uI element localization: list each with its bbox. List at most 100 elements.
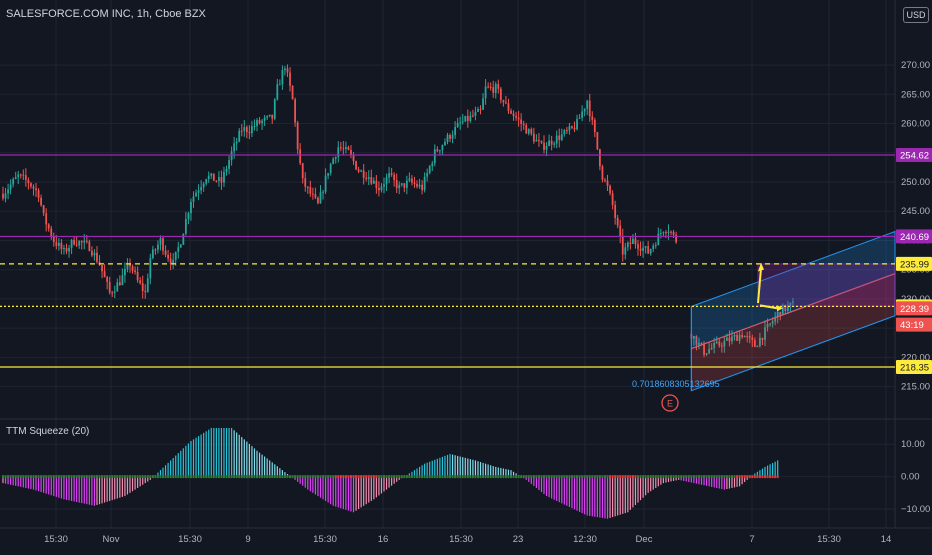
candle bbox=[472, 109, 474, 118]
squeeze-dot bbox=[177, 475, 180, 479]
candle bbox=[474, 106, 477, 121]
candle bbox=[60, 239, 63, 255]
candle bbox=[398, 181, 401, 195]
candle bbox=[459, 116, 462, 130]
squeeze-dot bbox=[215, 475, 218, 479]
squeeze-dot bbox=[543, 475, 546, 479]
squeeze-dot bbox=[769, 475, 772, 479]
squeeze-dot bbox=[398, 475, 401, 479]
squeeze-dot bbox=[144, 475, 147, 479]
candle bbox=[532, 127, 535, 144]
squeeze-dot bbox=[761, 475, 764, 479]
candle-body bbox=[433, 149, 436, 164]
squeeze-dot bbox=[352, 475, 355, 479]
candle bbox=[372, 177, 375, 184]
price-badge: 218.35 bbox=[896, 360, 932, 375]
candle-body bbox=[306, 186, 309, 188]
squeeze-dot bbox=[169, 475, 172, 479]
candle bbox=[139, 277, 142, 285]
candle bbox=[469, 111, 472, 123]
candle bbox=[73, 236, 76, 246]
event-marker-label: E bbox=[667, 399, 673, 409]
candle-body bbox=[494, 84, 497, 93]
squeeze-dot bbox=[507, 475, 510, 479]
candle bbox=[723, 335, 726, 353]
squeeze-dot bbox=[167, 475, 170, 479]
candle bbox=[370, 169, 373, 186]
price-badge-bg bbox=[896, 229, 932, 244]
candle bbox=[718, 338, 721, 348]
candle bbox=[334, 156, 337, 164]
squeeze-dot bbox=[189, 475, 192, 479]
time-tick-label: Dec bbox=[636, 534, 653, 545]
candle bbox=[268, 114, 271, 118]
time-tick-label: 15:30 bbox=[817, 534, 841, 545]
candle-body bbox=[235, 141, 238, 144]
candle bbox=[22, 169, 25, 181]
candle bbox=[225, 165, 228, 176]
squeeze-dot bbox=[756, 475, 759, 479]
squeeze-dot bbox=[329, 475, 332, 479]
candle bbox=[337, 141, 340, 163]
candle bbox=[581, 105, 584, 122]
candle bbox=[342, 140, 345, 155]
candle bbox=[126, 258, 129, 273]
candle-body bbox=[205, 179, 208, 184]
candle-body bbox=[372, 180, 375, 184]
candle bbox=[57, 238, 60, 251]
candle-body bbox=[743, 336, 746, 338]
squeeze-dot bbox=[172, 475, 175, 479]
candle bbox=[593, 117, 596, 138]
candle-body bbox=[12, 179, 15, 185]
squeeze-dot bbox=[614, 475, 617, 479]
squeeze-dot bbox=[294, 475, 297, 479]
time-tick-label: 7 bbox=[749, 534, 754, 545]
squeeze-dot bbox=[197, 475, 200, 479]
candle bbox=[571, 125, 573, 130]
candle bbox=[190, 198, 192, 221]
squeeze-dot bbox=[245, 475, 248, 479]
candle bbox=[781, 303, 784, 316]
squeeze-dot bbox=[672, 475, 675, 479]
candle-body bbox=[654, 245, 657, 247]
candle bbox=[441, 144, 444, 155]
candle-body bbox=[629, 242, 632, 244]
squeeze-dot bbox=[360, 475, 363, 479]
candle bbox=[253, 119, 256, 131]
currency-badge[interactable]: USD bbox=[903, 7, 929, 23]
indicator-title: TTM Squeeze (20) bbox=[6, 426, 90, 437]
candle bbox=[12, 177, 15, 188]
candle bbox=[339, 141, 342, 152]
candle-body bbox=[278, 84, 281, 86]
squeeze-dot bbox=[98, 475, 101, 479]
candle bbox=[616, 214, 619, 229]
candle-body bbox=[571, 126, 573, 128]
candle-body bbox=[403, 183, 406, 188]
price-tick-label: 220.00 bbox=[901, 352, 930, 363]
squeeze-dot bbox=[296, 475, 299, 479]
candle-body bbox=[225, 168, 228, 172]
candle-body bbox=[545, 146, 548, 150]
candle bbox=[540, 140, 543, 145]
squeeze-dot bbox=[7, 475, 10, 479]
candle bbox=[736, 330, 738, 341]
candle bbox=[332, 157, 335, 165]
squeeze-dot bbox=[700, 475, 703, 479]
candle-body bbox=[294, 99, 296, 123]
candle bbox=[421, 180, 423, 195]
candle-body bbox=[731, 336, 733, 342]
candle-body bbox=[789, 302, 792, 306]
squeeze-dot bbox=[78, 475, 81, 479]
squeeze-dot bbox=[207, 475, 210, 479]
candle bbox=[187, 211, 190, 225]
candle-body bbox=[17, 174, 20, 178]
time-tick-label: 15:30 bbox=[178, 534, 202, 545]
squeeze-dot bbox=[9, 475, 12, 479]
candle-body bbox=[228, 160, 230, 169]
candle-body bbox=[416, 183, 418, 187]
squeeze-dot bbox=[309, 475, 312, 479]
candle bbox=[80, 240, 83, 250]
candle bbox=[202, 181, 205, 192]
